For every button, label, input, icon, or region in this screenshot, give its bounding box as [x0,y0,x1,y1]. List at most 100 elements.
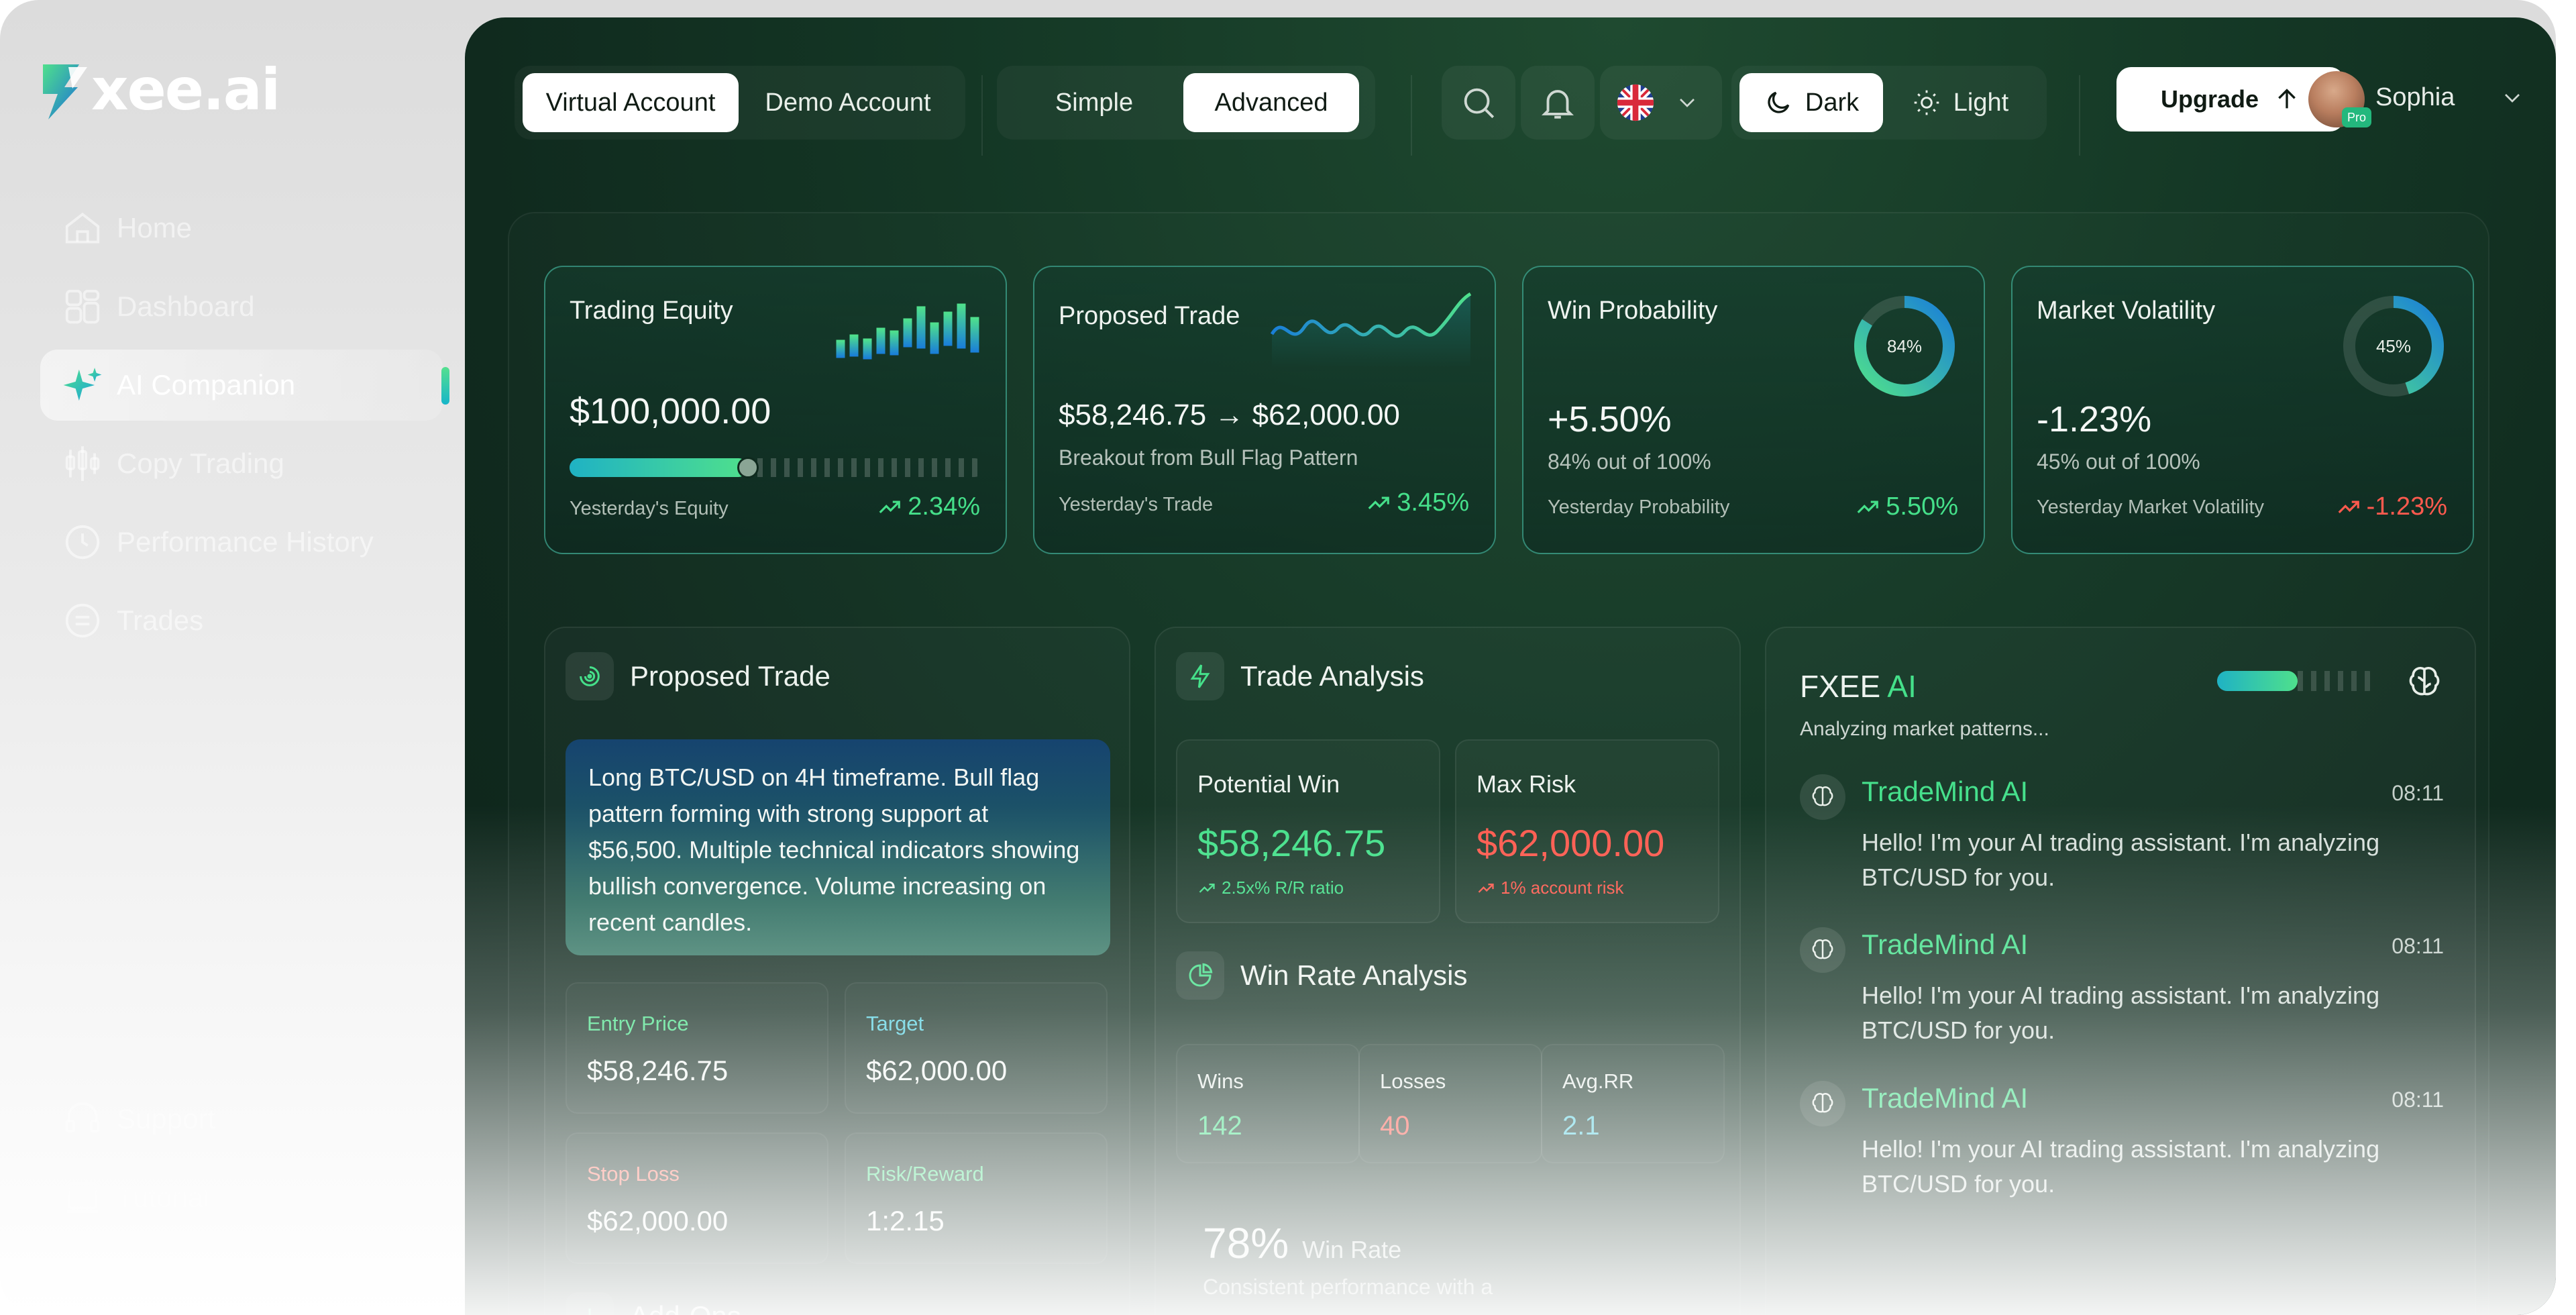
chat-sender: TradeMind AI [1862,776,2029,807]
chat-text: Hello! I'm your AI trading assistant. I'… [1862,1135,2380,1198]
theme-light-button[interactable]: Light [1883,73,2037,132]
lightning-icon [1176,652,1224,700]
ai-progress-bar [2217,671,2378,691]
target-icon [566,652,614,700]
stat-card-trading-equity[interactable]: Trading Equity $100,000.00 [544,266,1007,554]
field-label: Target [866,1012,924,1035]
stat-title: Market Volatility [2037,297,2216,325]
potential-win-card: Potential Win $58,246.75 2.5x% R/R ratio [1176,739,1440,923]
ai-avatar [1800,774,1845,820]
home-icon [65,212,100,244]
donut-value-arc [2343,296,2444,397]
progress-knob[interactable] [737,457,759,478]
stat-subtitle: 45% out of 100% [2037,450,2200,474]
chevron-down-icon[interactable] [2499,85,2526,111]
chat-sender: TradeMind AI [1862,929,2029,960]
max-risk-note: 1% account risk [1477,878,1624,898]
sidebar-item-ai-companion[interactable]: AI Companion [40,350,449,421]
main-panel: Virtual Account Demo Account Simple Adva… [465,17,2556,1315]
stat-delta-value: 5.50% [1886,492,1958,521]
tab-simple[interactable]: Simple [1055,88,1134,117]
sidebar-item-label: Trades [117,604,204,636]
sidebar-item-dashboard[interactable]: Dashboard [40,271,443,342]
panel-header: Trade Analysis [1176,652,1424,700]
stat-value: $58,246.75 → $62,000.00 [1059,399,1400,431]
stat-delta-value: 2.34% [908,492,980,521]
user-name[interactable]: Sophia [2375,83,2455,111]
stat-value: -1.23% [2037,399,2152,439]
ai-title-prefix: FXEE [1800,669,1881,704]
field-label: Entry Price [587,1012,689,1035]
field-label: Risk/Reward [866,1162,984,1186]
stat-card-win-probability[interactable]: Win Probability 84% +5.50% 84% out of 10… [1522,266,1985,554]
tab-advanced[interactable]: Advanced [1183,73,1359,132]
donut-label: 45% [2375,335,2412,356]
note-text: 1% account risk [1501,878,1624,898]
dashboard-icon [65,289,100,324]
max-risk-value: $62,000.00 [1477,822,1665,864]
tab-virtual-account[interactable]: Virtual Account [523,73,739,132]
win-rate-value: 78% [1203,1219,1289,1267]
upgrade-button[interactable]: Upgrade [2116,67,2345,132]
trend-up-icon [1478,883,1494,893]
add-icon [566,1292,614,1315]
tutorial-icon [66,1182,99,1213]
stat-subtitle: Breakout from Bull Flag Pattern [1059,445,1358,470]
sidebar-item-tutorial[interactable]: Tutorial [40,1162,443,1233]
stat-card-proposed-trade[interactable]: Proposed Trade $58,246.75 → $62,000.00 B… [1033,266,1496,554]
wins-label: Wins [1197,1069,1244,1093]
sidebar-item-performance-history[interactable]: Performance History [40,507,443,578]
moon-icon [1768,91,1790,113]
donut-label: 84% [1886,335,1923,356]
chat-time: 08:11 [2392,934,2444,958]
brain-icon[interactable] [2405,663,2444,702]
stat-delta: 2.34% [877,492,980,521]
avg-rr-box: Avg.RR 2.1 [1541,1044,1725,1163]
ai-chat-panel: FXEE AI Analyzing market patterns... Tra… [1765,627,2476,1315]
stat-footer: Yesterday's Trade [1059,494,1214,515]
stat-value: $100,000.00 [570,391,771,431]
wins-box: Wins 142 [1176,1044,1360,1163]
history-icon [65,525,100,560]
stat-delta-value: -1.23% [2366,492,2447,521]
sidebar-item-copy-trading[interactable]: Copy Trading [40,428,443,499]
theme-dark-label: Dark [1805,88,1860,117]
notifications-button[interactable] [1521,66,1595,140]
upgrade-label: Upgrade [2160,85,2259,113]
stop-loss-card: Stop Loss $62,000.00 [566,1133,828,1264]
chat-time: 08:11 [2392,1088,2444,1112]
mode-toggle: Simple Advanced [997,66,1375,140]
stat-delta: 5.50% [1855,492,1958,521]
tab-demo-account[interactable]: Demo Account [765,88,931,117]
field-value: $62,000.00 [587,1205,729,1237]
ai-progress-fill [2217,671,2298,691]
trend-up-icon [1857,501,1879,513]
panel-title: Trade Analysis [1240,660,1424,692]
chevron-down-icon [1680,99,1695,107]
stat-card-market-volatility[interactable]: Market Volatility 45% -1.23% 45% out of … [2011,266,2474,554]
language-select[interactable] [1600,66,1722,140]
stat-title: Win Probability [1548,297,1718,325]
sidebar-item-label: Dashboard [117,291,255,322]
potential-win-value: $58,246.75 [1197,822,1386,864]
sidebar-item-support[interactable]: Support [40,1084,443,1155]
avg-rr-value: 2.1 [1562,1111,1600,1141]
logo[interactable]: xee.ai [39,56,280,123]
brain-icon [1812,1093,1833,1113]
avg-rr-label: Avg.RR [1562,1069,1634,1093]
sidebar-item-label: Home [117,212,193,244]
sidebar-item-home[interactable]: Home [40,193,443,264]
brain-icon [1812,939,1833,959]
sun-icon [1914,90,1939,115]
stat-title: Proposed Trade [1059,302,1240,330]
active-indicator [441,367,449,405]
search-button[interactable] [1442,66,1515,140]
sidebar-item-trades[interactable]: Trades [40,585,443,656]
field-value: 1:2.15 [866,1205,945,1237]
add-ons-section[interactable]: Add-Ons [566,1292,741,1315]
theme-toggle: Dark Light [1731,66,2047,140]
theme-dark-button[interactable]: Dark [1739,73,1883,132]
account-toggle: Virtual Account Demo Account [515,66,965,140]
card-label: Max Risk [1477,770,1576,798]
